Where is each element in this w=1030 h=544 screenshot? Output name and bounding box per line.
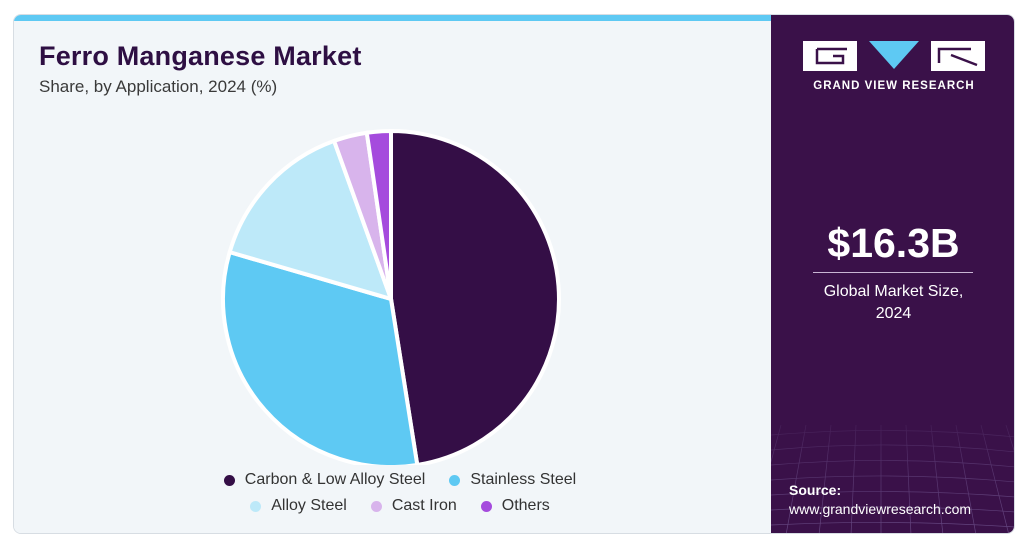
- value-divider: [813, 272, 973, 273]
- infographic-card: Ferro Manganese Market Share, by Applica…: [13, 14, 1015, 534]
- chart-panel: Ferro Manganese Market Share, by Applica…: [14, 15, 771, 533]
- grid-background-pattern: [771, 395, 1014, 533]
- source-url[interactable]: www.grandviewresearch.com: [789, 501, 972, 517]
- market-label-line2: 2024: [875, 305, 912, 322]
- top-accent-bar: [14, 15, 771, 21]
- logo-marks: [803, 41, 985, 71]
- logo-v-mark: [867, 41, 921, 71]
- chart-legend: Carbon & Low Alloy Steel Stainless Steel …: [14, 467, 771, 519]
- legend-label: Stainless Steel: [470, 471, 577, 488]
- source-block: Source: www.grandviewresearch.com: [789, 481, 971, 519]
- legend-swatch: [480, 500, 492, 512]
- chart-title: Ferro Manganese Market: [39, 41, 362, 71]
- legend-row: Carbon & Low Alloy Steel Stainless Steel: [29, 467, 771, 493]
- legend-item: Carbon & Low Alloy Steel: [223, 471, 426, 489]
- source-label: Source:: [789, 482, 842, 498]
- pie-chart: [221, 129, 561, 465]
- grand-view-research-logo: GRAND VIEW RESEARCH: [803, 41, 985, 92]
- pie-slice-stainless-steel: [221, 250, 420, 465]
- legend-row: Alloy Steel Cast Iron Others: [29, 493, 771, 519]
- legend-item: Others: [480, 497, 550, 515]
- legend-label: Carbon & Low Alloy Steel: [244, 471, 426, 488]
- pie-slice-alloy-steel: [227, 138, 393, 301]
- chart-subtitle: Share, by Application, 2024 (%): [39, 77, 278, 96]
- legend-swatch: [223, 474, 235, 486]
- legend-item: Cast Iron: [370, 497, 457, 515]
- market-label-line1: Global Market Size,: [823, 283, 964, 300]
- legend-label: Others: [501, 497, 550, 514]
- pie-slice-others: [364, 129, 393, 301]
- legend-swatch: [250, 500, 262, 512]
- market-size-label: Global Market Size, 2024: [771, 281, 1014, 325]
- logo-text: GRAND VIEW RESEARCH: [813, 80, 975, 92]
- legend-label: Alloy Steel: [271, 497, 347, 514]
- pie-slice-carbon-low-alloy-steel: [389, 129, 561, 465]
- legend-swatch: [449, 474, 461, 486]
- sidebar: GRAND VIEW RESEARCH $16.3B Global Market…: [771, 15, 1014, 533]
- legend-item: Stainless Steel: [449, 471, 576, 489]
- logo-g-mark: [803, 41, 857, 71]
- logo-r-mark: [931, 41, 985, 71]
- market-size-value: $16.3B: [827, 220, 960, 266]
- legend-item: Alloy Steel: [250, 497, 347, 515]
- legend-swatch: [370, 500, 382, 512]
- legend-label: Cast Iron: [391, 497, 457, 514]
